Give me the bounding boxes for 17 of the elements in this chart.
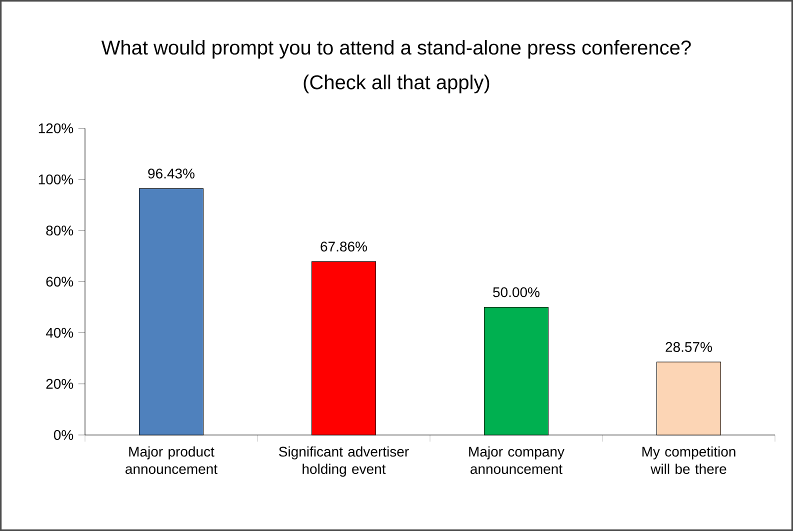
chart-subtitle: (Check all that apply)	[304, 74, 490, 94]
y-tick-label: 20%	[46, 378, 74, 389]
x-tick-label: Major company announcement	[469, 446, 564, 474]
y-tick-label: 0%	[54, 430, 74, 440]
y-tick-label: 80%	[46, 226, 74, 236]
y-tick-label: 120%	[38, 123, 74, 134]
chart-title: What would prompt you to attend a stand-alone press conference?	[101, 40, 691, 59]
y-tick-label: 100%	[38, 174, 74, 184]
x-tick-label: Major product announcement	[126, 446, 218, 474]
data-label: 28.57%	[666, 342, 712, 352]
x-tick-label: My competition will be there	[642, 446, 736, 474]
x-tick-label: Significant advertiser holding event	[279, 446, 409, 477]
y-tick-label: 40%	[46, 328, 74, 338]
y-tick-label: 60%	[46, 276, 74, 287]
data-label: 67.86%	[320, 242, 367, 252]
data-label: 96.43%	[148, 168, 194, 179]
data-label: 50.00%	[493, 287, 540, 298]
